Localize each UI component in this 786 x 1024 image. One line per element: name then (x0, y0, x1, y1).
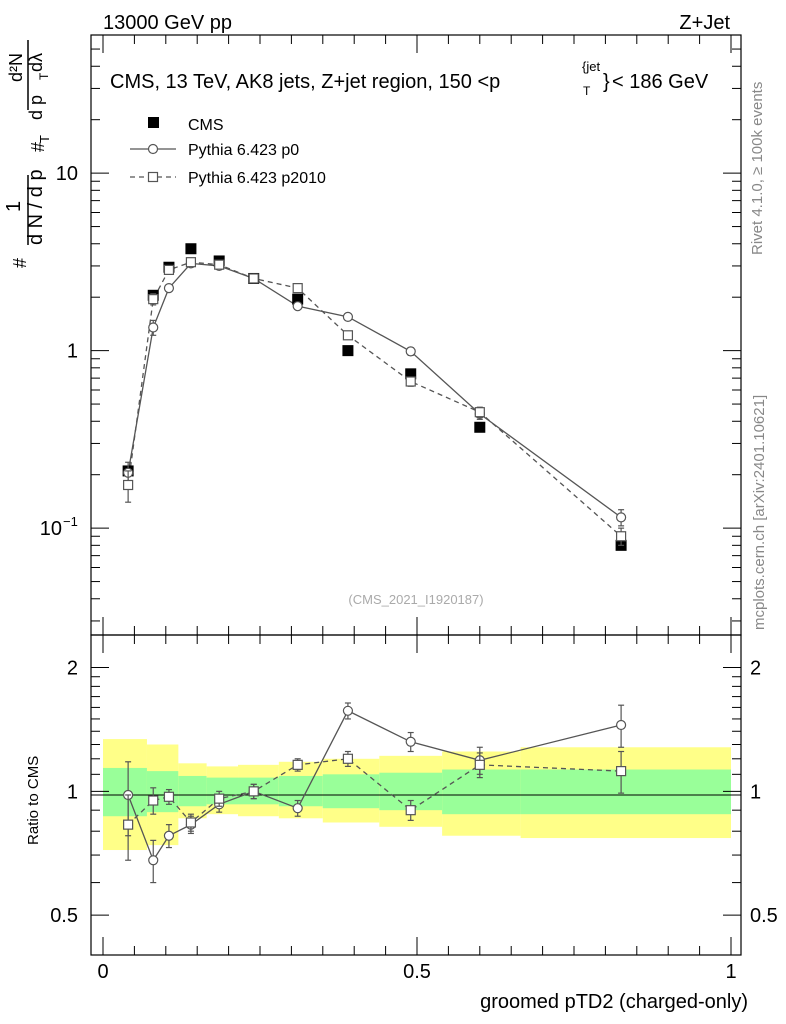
legend-label-p2010: Pythia 6.423 p2010 (188, 170, 326, 187)
main-title: CMS, 13 TeV, AK8 jets, Z+jet region, 150… (110, 59, 709, 98)
ratio-series (123, 702, 627, 884)
x-axis-labels: 0 0.5 1 (97, 961, 736, 983)
x-tick-label-0: 0 (97, 961, 108, 983)
p2010-point (292, 283, 303, 294)
cms-point (185, 243, 197, 255)
ratio-panel: 0.5 0.5 1 1 2 2 Ratio to CMS (25, 634, 778, 956)
title-main: CMS, 13 TeV, AK8 jets, Z+jet region, 150… (110, 71, 500, 93)
p0-point (163, 283, 175, 294)
ylabel-one: 1 (3, 201, 25, 212)
stat-band-8 (442, 769, 521, 815)
p2010-point (163, 264, 175, 275)
ratio-p2010-point (292, 759, 303, 770)
legend-marker-cms (148, 117, 159, 128)
p0-point (292, 301, 303, 312)
ratio-p2010-point (214, 793, 225, 804)
ratio-p0-point (342, 705, 354, 716)
ylabel-hash-2: # (28, 142, 48, 152)
stat-band-1 (146, 771, 179, 813)
x-tick-label-2: 1 (725, 961, 736, 983)
ratio-p2010-point (123, 819, 134, 830)
analysis-id: (CMS_2021_I1920187) (348, 592, 483, 607)
p2010-point (148, 294, 159, 305)
ratio-ylabel: Ratio to CMS (25, 756, 42, 845)
legend: CMS Pythia 6.423 p0 Pythia 6.423 p2010 (130, 117, 326, 187)
ratio-ytick-label-right-2: 2 (750, 658, 761, 680)
title-tail: < 186 GeV (612, 71, 709, 93)
p0-point (148, 322, 159, 333)
ratio-ticks: 0.5 0.5 1 1 2 2 (50, 658, 778, 928)
p0-point (615, 512, 627, 523)
ratio-p2010-point (474, 759, 485, 770)
p0-point (405, 346, 416, 357)
mcplots-label: mcplots.cern.ch [arXiv:2401.10621] (751, 395, 768, 630)
cms-point (405, 368, 417, 380)
p2010-point (342, 330, 354, 341)
main-ytick-label-1: 1 (67, 341, 78, 363)
p2010-point (474, 407, 485, 418)
legend-label-p0: Pythia 6.423 p0 (188, 142, 299, 159)
main-ytick-label-0: 10 (40, 518, 62, 540)
ratio-p2010-point (615, 766, 627, 777)
p2010-point (185, 257, 197, 268)
ratio-p0-point (148, 855, 159, 866)
cms-point (292, 293, 304, 305)
ratio-ytick-label-left-2: 2 (67, 658, 78, 680)
ratio-p0-point (163, 830, 175, 841)
ratio-ytick-label-left-1: 1 (67, 781, 78, 803)
legend-label-cms: CMS (188, 117, 224, 134)
ratio-ytick-label-left-0: 0.5 (50, 905, 78, 927)
ratio-p0-point (292, 803, 303, 814)
p0-point (342, 311, 354, 322)
ylabel-hash-1: # (10, 258, 30, 268)
ratio-p0-point (615, 719, 627, 731)
main-series (122, 243, 627, 551)
ylabel-dp: d p (26, 95, 46, 120)
ratio-p2010-point (148, 795, 159, 806)
stat-band-6 (322, 774, 380, 809)
ratio-p2010-point (185, 817, 197, 828)
p2010-line (127, 261, 622, 537)
x-axis-title: groomed pTD2 (charged-only) (480, 991, 748, 1013)
ratio-ytick-label-right-1: 1 (750, 781, 761, 803)
ratio-p2010-point (248, 786, 259, 797)
header-process: Z+Jet (679, 12, 730, 34)
stat-band-9 (520, 769, 731, 815)
ratio-p0-point (405, 736, 416, 747)
ratio-p2010-point (342, 753, 354, 764)
main-ylabel: # 1 d N / d p T # d²N d p T dλ (3, 40, 52, 268)
p2010-point (214, 259, 225, 270)
p2010-point (248, 273, 259, 284)
rivet-label: Rivet 4.1.0, ≥ 100k events (749, 82, 766, 255)
ylabel-dlambda: dλ (26, 53, 46, 72)
legend-marker-p0 (147, 143, 159, 155)
p0-line (127, 262, 622, 518)
ylabel-numerator: d²N (6, 53, 26, 82)
ratio-p2010-point (405, 805, 416, 816)
header-energy: 13000 GeV pp (103, 12, 232, 34)
p2010-point (123, 479, 134, 491)
p2010-point (405, 376, 416, 387)
x-tick-label-1: 0.5 (403, 961, 431, 983)
title-sup: {jet (582, 59, 600, 74)
title-brace: } (603, 71, 610, 93)
cms-point (474, 421, 486, 433)
stat-band-2 (178, 775, 207, 807)
p2010-point (615, 531, 627, 542)
legend-marker-p2010 (147, 171, 159, 183)
ylabel-denominator: d N / d p (25, 169, 47, 245)
ratio-frame (90, 634, 742, 956)
ratio-p2010-point (163, 791, 175, 802)
cms-point (342, 345, 354, 357)
main-ytick-exp-0: −1 (63, 514, 78, 529)
main-ytick-label-2: 10 (56, 163, 78, 185)
title-sub: T (583, 84, 591, 98)
ylabel-denominator-sub: T (37, 135, 52, 143)
ylabel-dp-sub: T (37, 72, 51, 80)
ratio-ytick-label-right-0: 0.5 (750, 905, 778, 927)
